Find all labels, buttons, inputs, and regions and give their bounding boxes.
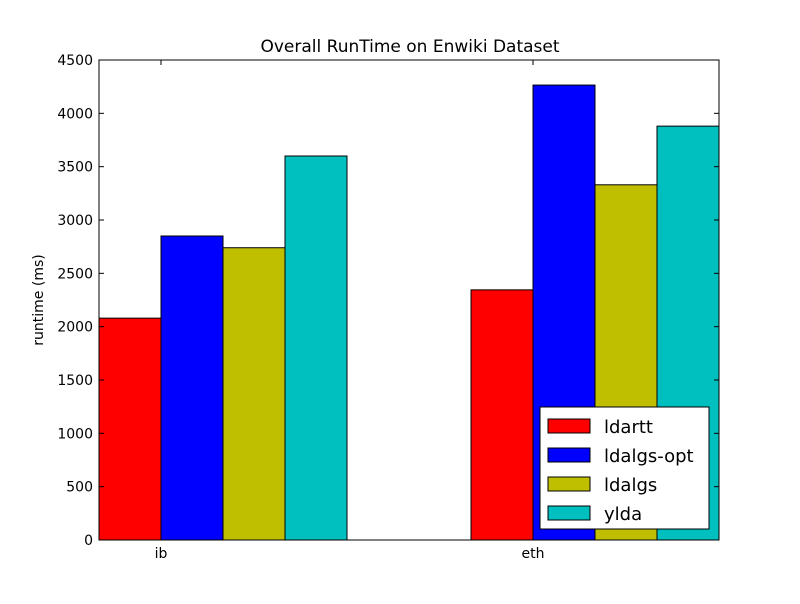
y-tick-label: 2000 [57, 320, 93, 336]
legend-swatch-ylda [547, 505, 591, 521]
axes-frame [98, 59, 720, 541]
legend-swatch-ldalgs [547, 476, 591, 492]
legend-label-ldalgs: ldalgs [604, 475, 657, 496]
x-tick-label: ib [155, 546, 168, 562]
legend-label-ldalgs-opt: ldalgs-opt [604, 446, 694, 467]
y-tick-label: 2500 [57, 266, 93, 282]
x-axis-ticks: ib eth [155, 60, 545, 562]
x-tick-label: eth [522, 546, 545, 562]
bar-ldalgs-opt-ib [160, 235, 224, 541]
bar-ldalgs-ib [222, 247, 286, 541]
bar-ldartt-ib [98, 317, 162, 541]
y-tick-label: 0 [84, 533, 93, 549]
chart-title: Overall RunTime on Enwiki Dataset [260, 37, 559, 57]
y-tick-label: 4000 [57, 106, 93, 122]
y-tick-label: 3500 [57, 160, 93, 176]
legend-label-ldartt: ldartt [604, 417, 653, 438]
y-tick-label: 1000 [57, 426, 93, 442]
legend: ldartt ldalgs-opt ldalgs ylda [539, 406, 710, 530]
legend-swatch-ldalgs-opt [547, 447, 591, 463]
bar-ylda-ib [284, 155, 348, 541]
legend-label-ylda: ylda [604, 504, 642, 525]
y-tick-label: 1500 [57, 373, 93, 389]
bar-ldartt-eth [470, 289, 534, 541]
legend-swatch-ldartt [547, 418, 591, 434]
y-tick-label: 500 [66, 480, 93, 496]
y-axis-ticks: 0 500 1000 1500 2000 2500 3000 3500 4000 4500 [57, 53, 719, 549]
y-axis-label: runtime (ms) [31, 254, 47, 345]
y-tick-label: 3000 [57, 213, 93, 229]
y-tick-label: 4500 [57, 53, 93, 69]
